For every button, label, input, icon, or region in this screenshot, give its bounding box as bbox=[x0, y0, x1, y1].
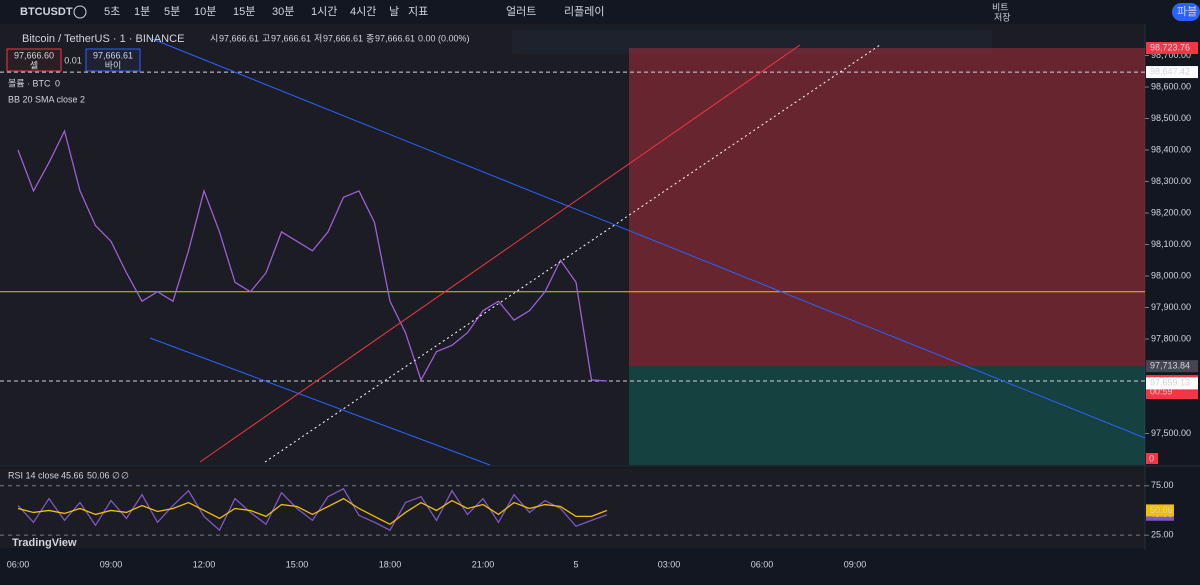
high: 97,666.61 bbox=[271, 33, 311, 43]
y-tick-label: 98,500.00 bbox=[1151, 113, 1191, 123]
value-badge bbox=[1146, 504, 1174, 517]
rsi-empty: ∅ bbox=[121, 470, 129, 480]
time-label: 06:00 bbox=[7, 559, 30, 569]
interval-button[interactable]: 1분 bbox=[134, 6, 150, 18]
rsi-pane bbox=[0, 468, 1145, 548]
y-tick-label: 98,300.00 bbox=[1151, 176, 1191, 186]
replay-button[interactable]: 리플레이 bbox=[564, 5, 604, 18]
volume-label: 볼륨 · BTC bbox=[8, 78, 51, 88]
time-label: 03:00 bbox=[658, 559, 681, 569]
change: 0.00 (0.00%) bbox=[418, 33, 470, 43]
trend-line bbox=[149, 37, 1146, 439]
spread: 0.01 bbox=[64, 55, 82, 65]
rsi-empty: ∅ bbox=[112, 470, 120, 480]
time-label: 09:00 bbox=[100, 559, 123, 569]
price-marker-label: 98,723.76 bbox=[1150, 42, 1190, 52]
publish-button[interactable] bbox=[1172, 3, 1200, 21]
price-marker bbox=[1146, 360, 1198, 373]
pnl-label: 0 bbox=[1149, 453, 1154, 463]
rsi-title: RSI 14 close bbox=[8, 470, 59, 480]
interval-button[interactable]: 30분 bbox=[272, 6, 294, 18]
series-line bbox=[17, 497, 608, 526]
price-marker bbox=[1146, 377, 1198, 390]
price-marker bbox=[1146, 66, 1198, 79]
time-label: 5 bbox=[573, 559, 578, 569]
y-tick-label: 25.00 bbox=[1151, 530, 1174, 540]
sell-button[interactable] bbox=[6, 48, 62, 72]
y-tick-label: 98,700.00 bbox=[1151, 50, 1191, 60]
interval-button[interactable]: 날 bbox=[389, 5, 399, 18]
buy-label[interactable]: 바이 bbox=[105, 60, 122, 70]
add-symbol[interactable] bbox=[73, 5, 87, 19]
publish-label[interactable]: 파블 bbox=[1177, 5, 1197, 18]
y-tick-label: 98,000.00 bbox=[1151, 270, 1191, 280]
open: 97,666.61 bbox=[219, 33, 259, 43]
trend-line bbox=[199, 44, 801, 463]
countdown: 00:59 bbox=[1150, 386, 1173, 396]
y-tick-label: 98,100.00 bbox=[1151, 239, 1191, 249]
y-tick-label: 75.00 bbox=[1151, 480, 1174, 490]
high-label: 고 bbox=[262, 33, 270, 43]
interval-button[interactable]: 15분 bbox=[233, 6, 255, 18]
volume-value: 0 bbox=[55, 78, 60, 88]
close-label: 종 bbox=[366, 33, 374, 43]
buy-price[interactable]: 97,666.61 bbox=[93, 50, 133, 60]
time-label: 18:00 bbox=[379, 559, 402, 569]
drawing-toolbar[interactable] bbox=[512, 30, 992, 54]
price-marker-label: 98,647.42 bbox=[1150, 66, 1190, 76]
price-marker-label: 97,659.13 bbox=[1150, 378, 1190, 388]
profit-zone bbox=[629, 366, 1145, 465]
interval-button[interactable]: 1시간 bbox=[311, 5, 337, 18]
pnl-badge bbox=[1146, 453, 1158, 464]
legend: Bitcoin / TetherUS · 1 · BINANCE 시 97,66… bbox=[6, 33, 470, 480]
interval-button[interactable]: 10분 bbox=[194, 6, 216, 18]
alert-button[interactable]: 얼러트 bbox=[506, 4, 536, 18]
close: 97,666.61 bbox=[375, 33, 415, 43]
y-tick-label: 97,800.00 bbox=[1151, 333, 1191, 343]
price-marker bbox=[1146, 42, 1198, 55]
time-label: 09:00 bbox=[844, 559, 867, 569]
trend-line bbox=[149, 337, 491, 466]
indicators-button[interactable]: 지표 bbox=[408, 5, 428, 18]
legend-title: Bitcoin / TetherUS · 1 · BINANCE bbox=[22, 33, 184, 45]
series-line bbox=[17, 487, 608, 532]
toolbar-bg bbox=[0, 0, 1200, 24]
y-tick-label: 97,500.00 bbox=[1151, 428, 1191, 438]
price-marker-label: 97,713.84 bbox=[1150, 361, 1190, 371]
time-label: 12:00 bbox=[193, 559, 216, 569]
bb-label: BB 20 SMA close 2 bbox=[8, 94, 85, 104]
time-label: 21:00 bbox=[472, 559, 495, 569]
stop-zone bbox=[629, 48, 1145, 367]
buy-button[interactable] bbox=[85, 48, 141, 72]
rsi-value: 45.66 bbox=[61, 470, 84, 480]
series-line bbox=[17, 129, 608, 382]
interval-button[interactable]: 4시간 bbox=[350, 5, 376, 18]
low: 97,666.61 bbox=[323, 33, 363, 43]
y-tick-label: 98,400.00 bbox=[1151, 144, 1191, 154]
rsi-ma-value: 50.06 bbox=[87, 470, 110, 480]
sell-price[interactable]: 97,666.60 bbox=[14, 50, 54, 60]
sell-label[interactable]: 셀 bbox=[30, 60, 38, 70]
symbol[interactable]: BTCUSDT bbox=[20, 6, 73, 18]
y-tick-label: 98,600.00 bbox=[1151, 81, 1191, 91]
price-pane bbox=[0, 24, 1145, 465]
time-label: 06:00 bbox=[751, 559, 774, 569]
value-badge-label: 50.06 bbox=[1150, 505, 1173, 515]
y-tick-label: 98,200.00 bbox=[1151, 207, 1191, 217]
watermark: TradingView bbox=[12, 537, 77, 549]
time-label: 15:00 bbox=[286, 559, 309, 569]
interval-button[interactable]: 5분 bbox=[164, 6, 180, 18]
y-tick-label: 97,900.00 bbox=[1151, 302, 1191, 312]
price-plot bbox=[0, 48, 1145, 536]
open-label: 시 bbox=[210, 33, 218, 43]
interval-button[interactable]: 5초 bbox=[104, 5, 120, 18]
layout-status: 저장 bbox=[994, 12, 1011, 22]
trend-line bbox=[264, 44, 881, 463]
top-toolbar: BTCUSDT 지표 얼러트 리플레이 비트 저장 파블 bbox=[0, 0, 1200, 24]
low-label: 저 bbox=[314, 33, 322, 43]
layout-name[interactable]: 비트 bbox=[992, 2, 1009, 12]
